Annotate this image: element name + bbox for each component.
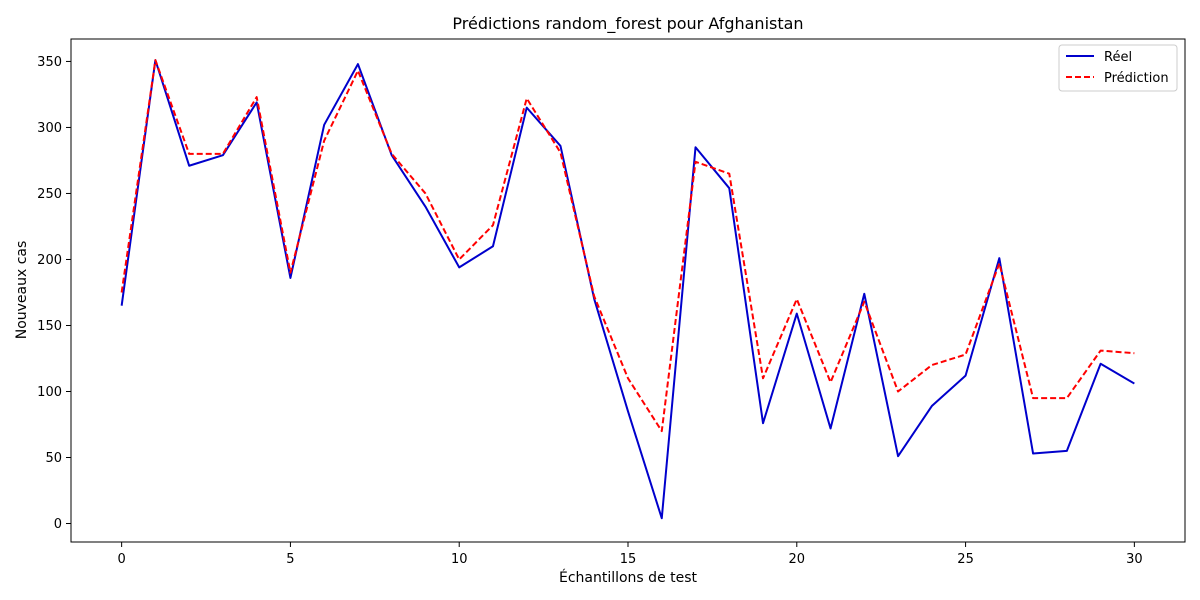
plot-frame — [70, 38, 1186, 543]
plot-area — [120, 59, 1135, 520]
y-tick-label: 150 — [37, 319, 62, 334]
y-tick-label: 200 — [37, 253, 62, 268]
x-tick-label: 5 — [286, 552, 294, 567]
y-tick-label: 350 — [37, 55, 62, 70]
x-tick-label: 25 — [957, 552, 974, 567]
series-line-reel — [120, 59, 1135, 520]
x-tick-label: 10 — [451, 552, 468, 567]
y-tick-label: 300 — [37, 121, 62, 136]
x-axis-label: Échantillons de test — [559, 569, 698, 586]
legend-label-reel: Réel — [1104, 50, 1132, 65]
x-tick-label: 15 — [620, 552, 637, 567]
x-tick-label: 20 — [789, 552, 806, 567]
legend: Réel Prédiction — [1058, 44, 1178, 92]
y-axis-label: Nouveaux cas — [14, 241, 30, 340]
legend-label-prediction: Prédiction — [1104, 71, 1169, 86]
y-tick-label: 100 — [37, 385, 62, 400]
y-tick-label: 250 — [37, 187, 62, 202]
x-tick-label: 0 — [117, 552, 125, 567]
y-tick-label: 0 — [54, 517, 62, 532]
series-line-prediction — [120, 59, 1135, 433]
x-tick-label: 30 — [1126, 552, 1143, 567]
y-tick-label: 50 — [45, 451, 62, 466]
chart-title: Prédictions random_forest pour Afghanist… — [452, 14, 803, 34]
